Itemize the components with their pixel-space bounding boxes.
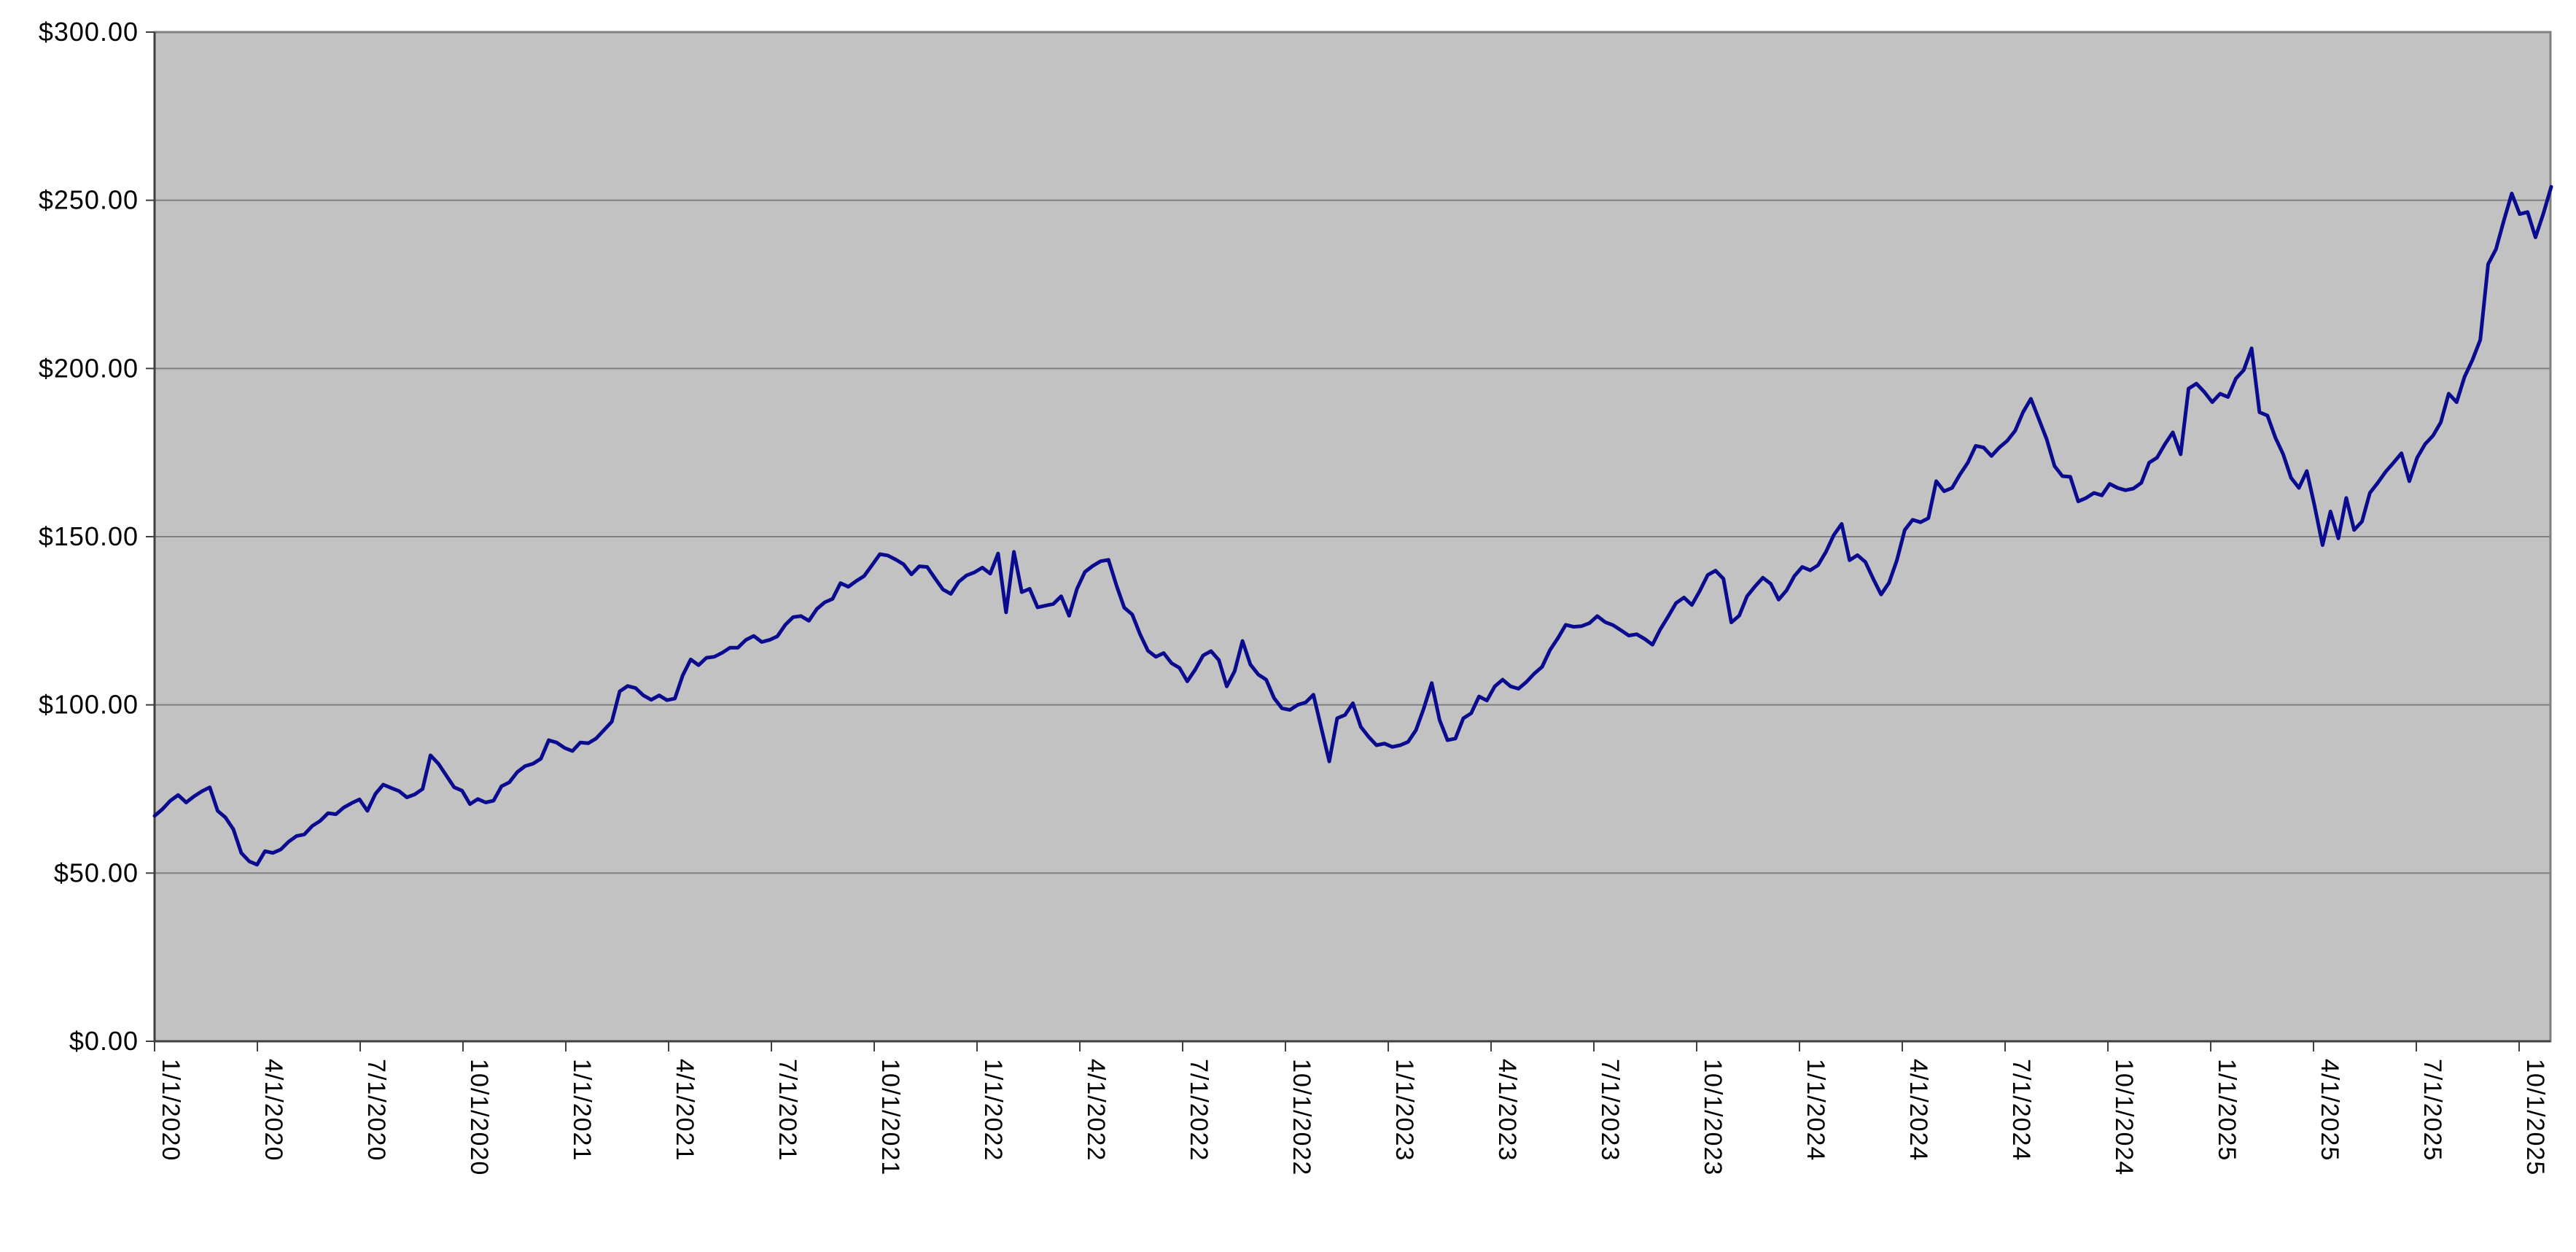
x-axis-label-10-1-2025: 10/1/2025 [2521,1059,2549,1175]
y-axis-label-0: $0.00 [69,1026,139,1056]
price-series-line [152,184,2553,867]
x-axis-label-4-1-2021: 4/1/2021 [671,1059,699,1161]
x-axis-label-10-1-2023: 10/1/2023 [1699,1059,1727,1175]
y-axis-label-50: $50.00 [54,858,139,887]
x-axis-label-7-1-2020: 7/1/2020 [362,1059,390,1161]
x-axis-label-4-1-2024: 4/1/2024 [1904,1059,1932,1161]
x-axis-label-4-1-2023: 4/1/2023 [1493,1059,1521,1161]
x-axis-label-1-1-2022: 1/1/2022 [979,1059,1007,1161]
x-axis-label-7-1-2025: 7/1/2025 [2419,1059,2446,1161]
x-axis-label-1-1-2023: 1/1/2023 [1390,1059,1418,1161]
x-axis-label-10-1-2020: 10/1/2020 [465,1059,493,1175]
y-axis-label-250: $250.00 [39,185,139,215]
x-axis-label-10-1-2022: 10/1/2022 [1288,1059,1315,1175]
x-axis-label-7-1-2024: 7/1/2024 [2007,1059,2035,1161]
x-axis-label-7-1-2023: 7/1/2023 [1596,1059,1624,1161]
y-axis-label-100: $100.00 [39,690,139,720]
x-axis-label-1-1-2024: 1/1/2024 [1802,1059,1829,1161]
y-axis-label-300: $300.00 [39,17,139,47]
x-axis-label-7-1-2022: 7/1/2022 [1185,1059,1213,1161]
x-axis-label-1-1-2025: 1/1/2025 [2213,1059,2241,1161]
x-axis-label-1-1-2020: 1/1/2020 [157,1059,184,1161]
x-axis-label-1-1-2021: 1/1/2021 [568,1059,596,1161]
x-axis-label-10-1-2024: 10/1/2024 [2110,1059,2138,1175]
x-axis-label-4-1-2022: 4/1/2022 [1082,1059,1110,1161]
y-axis-label-150: $150.00 [39,521,139,551]
x-axis-label-4-1-2020: 4/1/2020 [260,1059,287,1161]
x-axis-label-7-1-2021: 7/1/2021 [774,1059,801,1161]
y-axis-label-200: $200.00 [39,353,139,383]
x-axis-label-4-1-2025: 4/1/2025 [2316,1059,2343,1161]
x-axis-label-10-1-2021: 10/1/2021 [876,1059,904,1175]
